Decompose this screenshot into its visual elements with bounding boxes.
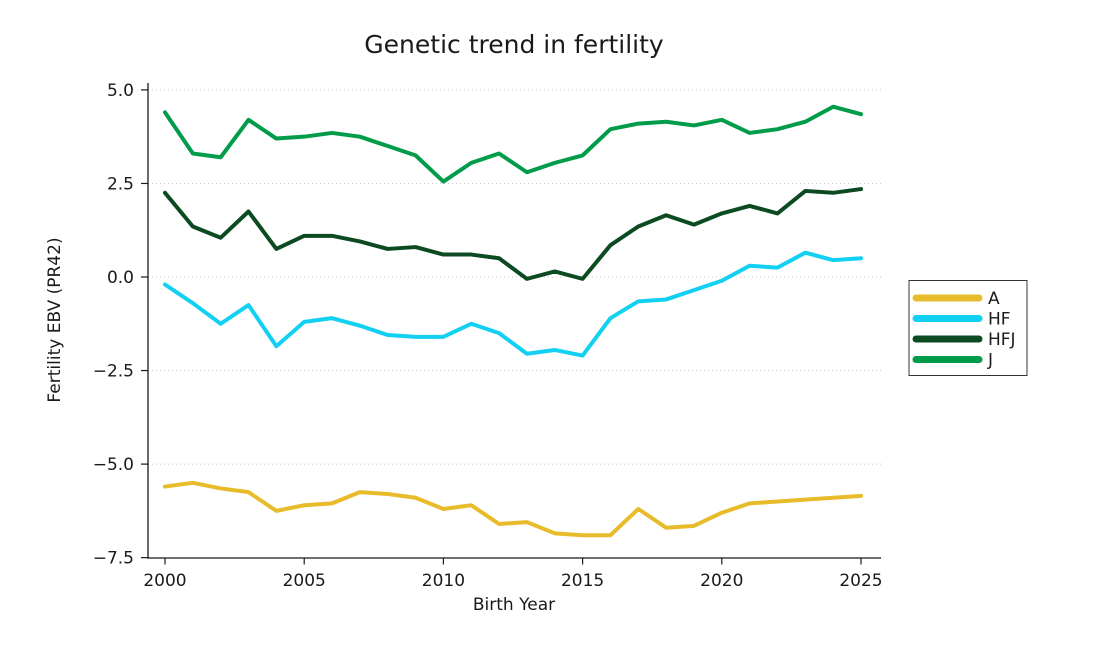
y-tick-label: 5.0	[107, 81, 134, 101]
series-line-A	[163, 480, 863, 538]
legend-label-J: J	[987, 351, 993, 371]
x-tick-label: 2025	[839, 571, 882, 591]
x-tick-label: 2020	[700, 571, 743, 591]
series-line-HF	[163, 250, 863, 358]
x-tick-label: 2000	[143, 571, 186, 591]
y-tick-label: 2.5	[107, 174, 134, 194]
series-line-J	[163, 104, 863, 184]
x-tick-label: 2005	[283, 571, 326, 591]
x-tick-label: 2015	[561, 571, 604, 591]
plot-area: 5.0 2.5 0.0 −2.5 −5.0 −7.5 2000 2005 2010 2015 202…	[93, 81, 883, 591]
series-line-HFJ	[163, 187, 863, 281]
x-axis-label: Birth Year	[473, 595, 555, 615]
x-tick-label: 2010	[422, 571, 465, 591]
y-tick-label: 0.0	[107, 268, 134, 288]
legend-label-HF: HF	[988, 310, 1011, 330]
series-layer	[163, 104, 863, 538]
chart-title: Genetic trend in fertility	[364, 30, 664, 59]
legend-label-A: A	[988, 289, 1000, 309]
y-tick-label: −5.0	[93, 455, 134, 475]
y-tick-label: −7.5	[93, 549, 134, 569]
legend-label-HFJ: HFJ	[988, 330, 1016, 350]
y-axis-label: Fertility EBV (PR42)	[45, 237, 65, 402]
y-tick-label: −2.5	[93, 362, 134, 382]
